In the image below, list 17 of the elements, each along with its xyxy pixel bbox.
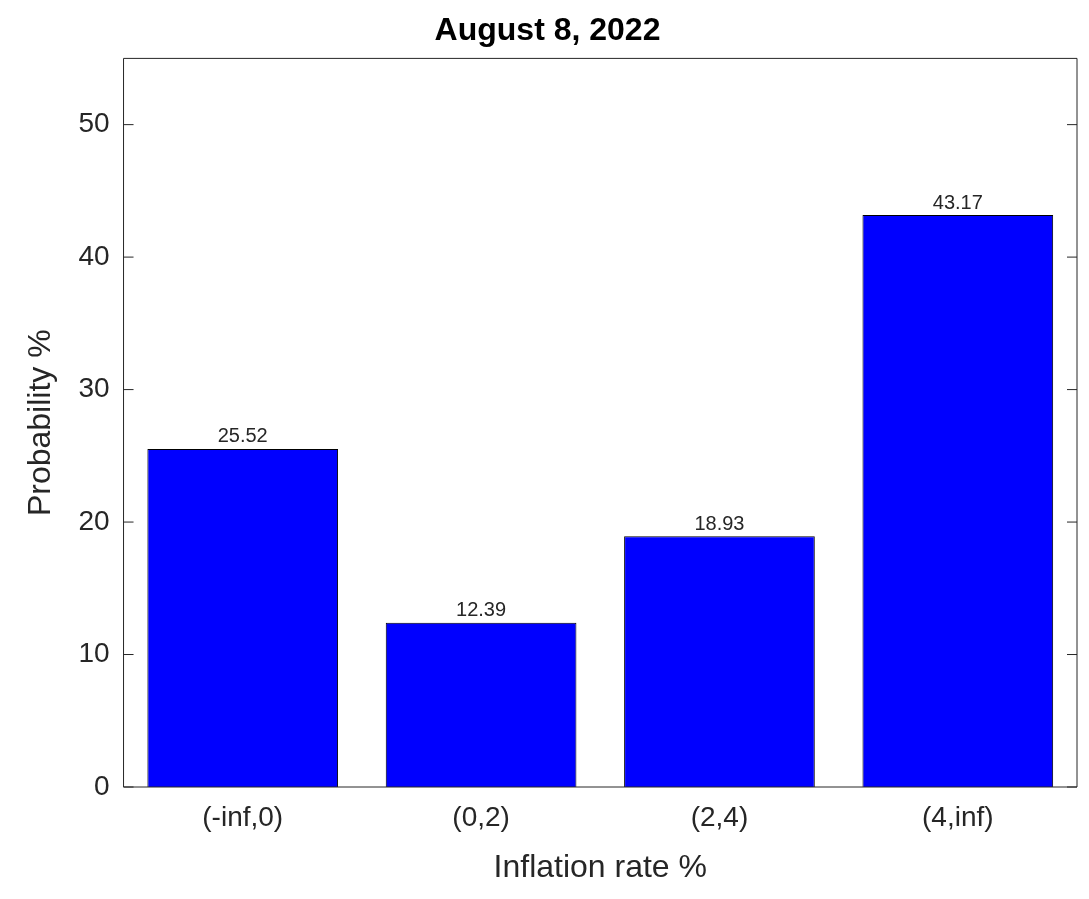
y-axis-title: Probability % (21, 329, 58, 517)
chart-title: August 8, 2022 (434, 11, 661, 48)
y-tick-label: 10 (78, 637, 110, 669)
x-tick-label: (-inf,0) (202, 800, 284, 832)
y-tick-label: 50 (78, 107, 110, 139)
data-label: 18.93 (694, 511, 745, 534)
x-tick-label: (0,2) (452, 800, 510, 832)
x-axis-title: Inflation rate % (493, 847, 707, 884)
x-tick-label: (2,4) (690, 800, 749, 832)
x-tick-label: (4,inf) (922, 800, 994, 832)
data-label: 43.17 (932, 190, 983, 213)
y-tick-label: 0 (93, 769, 110, 801)
y-tick-label: 20 (78, 504, 110, 536)
y-tick-label: 30 (78, 372, 110, 404)
y-tick-label: 40 (78, 239, 110, 271)
data-label: 12.39 (456, 598, 507, 621)
data-label: 25.52 (217, 424, 268, 447)
